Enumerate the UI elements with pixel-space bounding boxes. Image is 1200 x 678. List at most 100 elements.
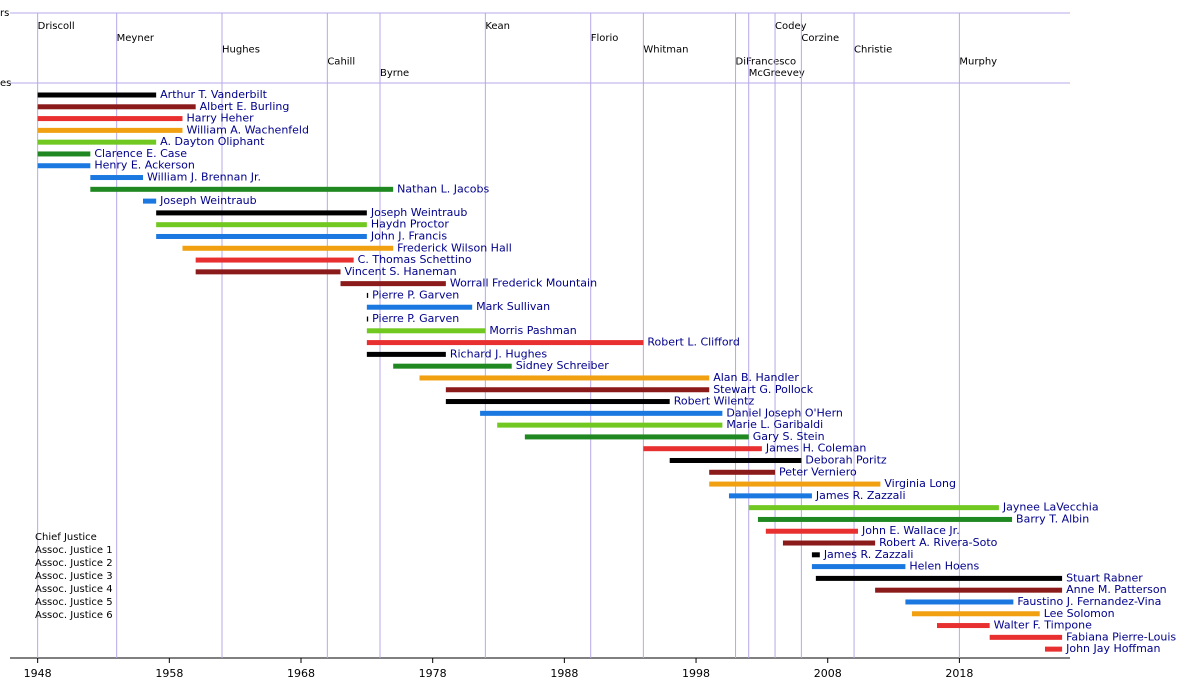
legend-entry: Chief Justice <box>35 532 97 543</box>
tenure-bar <box>37 151 91 157</box>
justice-name: Barry T. Albin <box>1016 512 1089 525</box>
tenure-bar <box>782 540 876 546</box>
tenure-bar <box>811 564 906 570</box>
tenure-bar <box>37 127 183 133</box>
tenure-bar <box>195 257 354 263</box>
tenure-bar <box>340 281 446 287</box>
tenure-bar <box>811 552 820 558</box>
tenure-bar <box>37 92 157 98</box>
justice-name: James R. Zazzali <box>815 489 906 502</box>
justice-name: James H. Coleman <box>765 442 866 455</box>
row-label: rs <box>0 8 9 19</box>
tenure-bar <box>524 434 749 440</box>
governor-label: Corzine <box>801 33 839 44</box>
tenure-bar <box>37 139 157 145</box>
justice-name: John J. Francis <box>370 229 448 242</box>
tenure-bar <box>989 634 1063 640</box>
justice-name: Clarence E. Case <box>94 147 187 160</box>
justice-name: Pierre P. Garven <box>372 288 459 301</box>
justice-name: Vincent S. Haneman <box>345 265 457 278</box>
governor-label: Hughes <box>222 45 260 56</box>
justice-name: Virginia Long <box>884 477 956 490</box>
governor-label: Murphy <box>959 56 997 67</box>
x-tick-label: 2018 <box>945 667 973 678</box>
governor-label: Whitman <box>643 45 688 56</box>
tenure-bar <box>366 351 446 357</box>
justice-name: Stuart Rabner <box>1066 571 1143 584</box>
tenure-bar <box>937 623 990 629</box>
justice-name: James R. Zazzali <box>823 548 914 561</box>
justice-name: Alan B. Handler <box>713 371 799 384</box>
justice-name: Faustino J. Fernandez-Vina <box>1017 595 1161 608</box>
tenure-bar <box>757 516 1013 522</box>
justice-name: Harry Heher <box>186 112 254 125</box>
justice-name: Helen Hoens <box>909 560 979 573</box>
x-tick-label: 1958 <box>155 667 183 678</box>
tenure-bar <box>911 611 1040 617</box>
governor-label: DiFrancesco <box>736 56 797 67</box>
justice-name: Richard J. Hughes <box>450 347 547 360</box>
row-label: es <box>0 78 11 89</box>
justice-name: Marie L. Garibaldi <box>726 418 823 431</box>
tenure-bar <box>156 222 367 228</box>
justice-name: Henry E. Ackerson <box>94 159 195 172</box>
justice-name: Pierre P. Garven <box>372 312 459 325</box>
justice-name: Robert L. Clifford <box>647 336 740 349</box>
legend-entry: Assoc. Justice 4 <box>35 584 113 595</box>
tenure-bar <box>709 469 776 475</box>
legend-entry: Assoc. Justice 5 <box>35 597 113 608</box>
x-tick-label: 1998 <box>682 667 710 678</box>
governor-label: McGreevey <box>749 68 805 79</box>
tenure-bar <box>905 599 1014 605</box>
governor-label: Codey <box>775 21 807 32</box>
tenure-bar <box>156 233 367 239</box>
tenure-bar <box>182 245 394 251</box>
justice-name: Haydn Proctor <box>371 218 450 231</box>
tenure-bar <box>156 210 367 216</box>
governor-label: Christie <box>854 45 892 56</box>
justice-name: Anne M. Patterson <box>1066 583 1166 596</box>
tenure-bar <box>366 304 473 310</box>
tenure-bar <box>728 493 812 499</box>
justice-name: Gary S. Stein <box>753 430 825 443</box>
legend-entry: Assoc. Justice 1 <box>35 545 113 556</box>
tenure-bar <box>875 587 1063 593</box>
justice-name: Frederick Wilson Hall <box>397 241 512 254</box>
justice-name: Sidney Schreiber <box>516 359 610 372</box>
justice-name: Daniel Joseph O'Hern <box>726 406 843 419</box>
justice-name: William J. Brennan Jr. <box>147 171 261 184</box>
justice-name: Jaynee LaVecchia <box>1002 501 1099 514</box>
governor-label: Meyner <box>117 33 155 44</box>
tenure-bar <box>445 399 670 405</box>
legend-entry: Assoc. Justice 2 <box>35 558 113 569</box>
tenure-bar <box>643 446 762 452</box>
justice-name: Arthur T. Vanderbilt <box>160 88 267 101</box>
x-tick-label: 1988 <box>550 667 578 678</box>
justice-name: Robert A. Rivera-Soto <box>879 536 998 549</box>
justice-name: Stewart G. Pollock <box>713 383 814 396</box>
tenure-bar <box>37 104 196 110</box>
governor-label: Cahill <box>327 56 355 67</box>
justice-name: Worrall Frederick Mountain <box>450 277 597 290</box>
legend-entry: Assoc. Justice 3 <box>35 571 113 582</box>
justice-name: William A. Wachenfeld <box>186 123 309 136</box>
tenure-bar <box>445 387 710 393</box>
tenure-bar <box>815 575 1063 581</box>
justice-name: Morris Pashman <box>489 324 576 337</box>
tenure-bar <box>669 457 802 463</box>
legend-entry: Assoc. Justice 6 <box>35 610 113 621</box>
tenure-bar <box>366 340 644 346</box>
tenure-bar <box>1044 646 1063 652</box>
governor-label: Byrne <box>380 68 409 79</box>
tenure-bar <box>366 328 486 334</box>
tenure-bar <box>366 292 369 298</box>
tenure-bar <box>366 316 369 322</box>
justice-name: John E. Wallace Jr. <box>861 524 960 537</box>
tenure-bar <box>90 175 143 181</box>
tenure-bar <box>393 363 512 369</box>
tenure-bar <box>419 375 710 381</box>
governor-label: Kean <box>485 21 510 32</box>
x-tick-label: 2008 <box>814 667 842 678</box>
tenure-bar <box>90 186 394 192</box>
